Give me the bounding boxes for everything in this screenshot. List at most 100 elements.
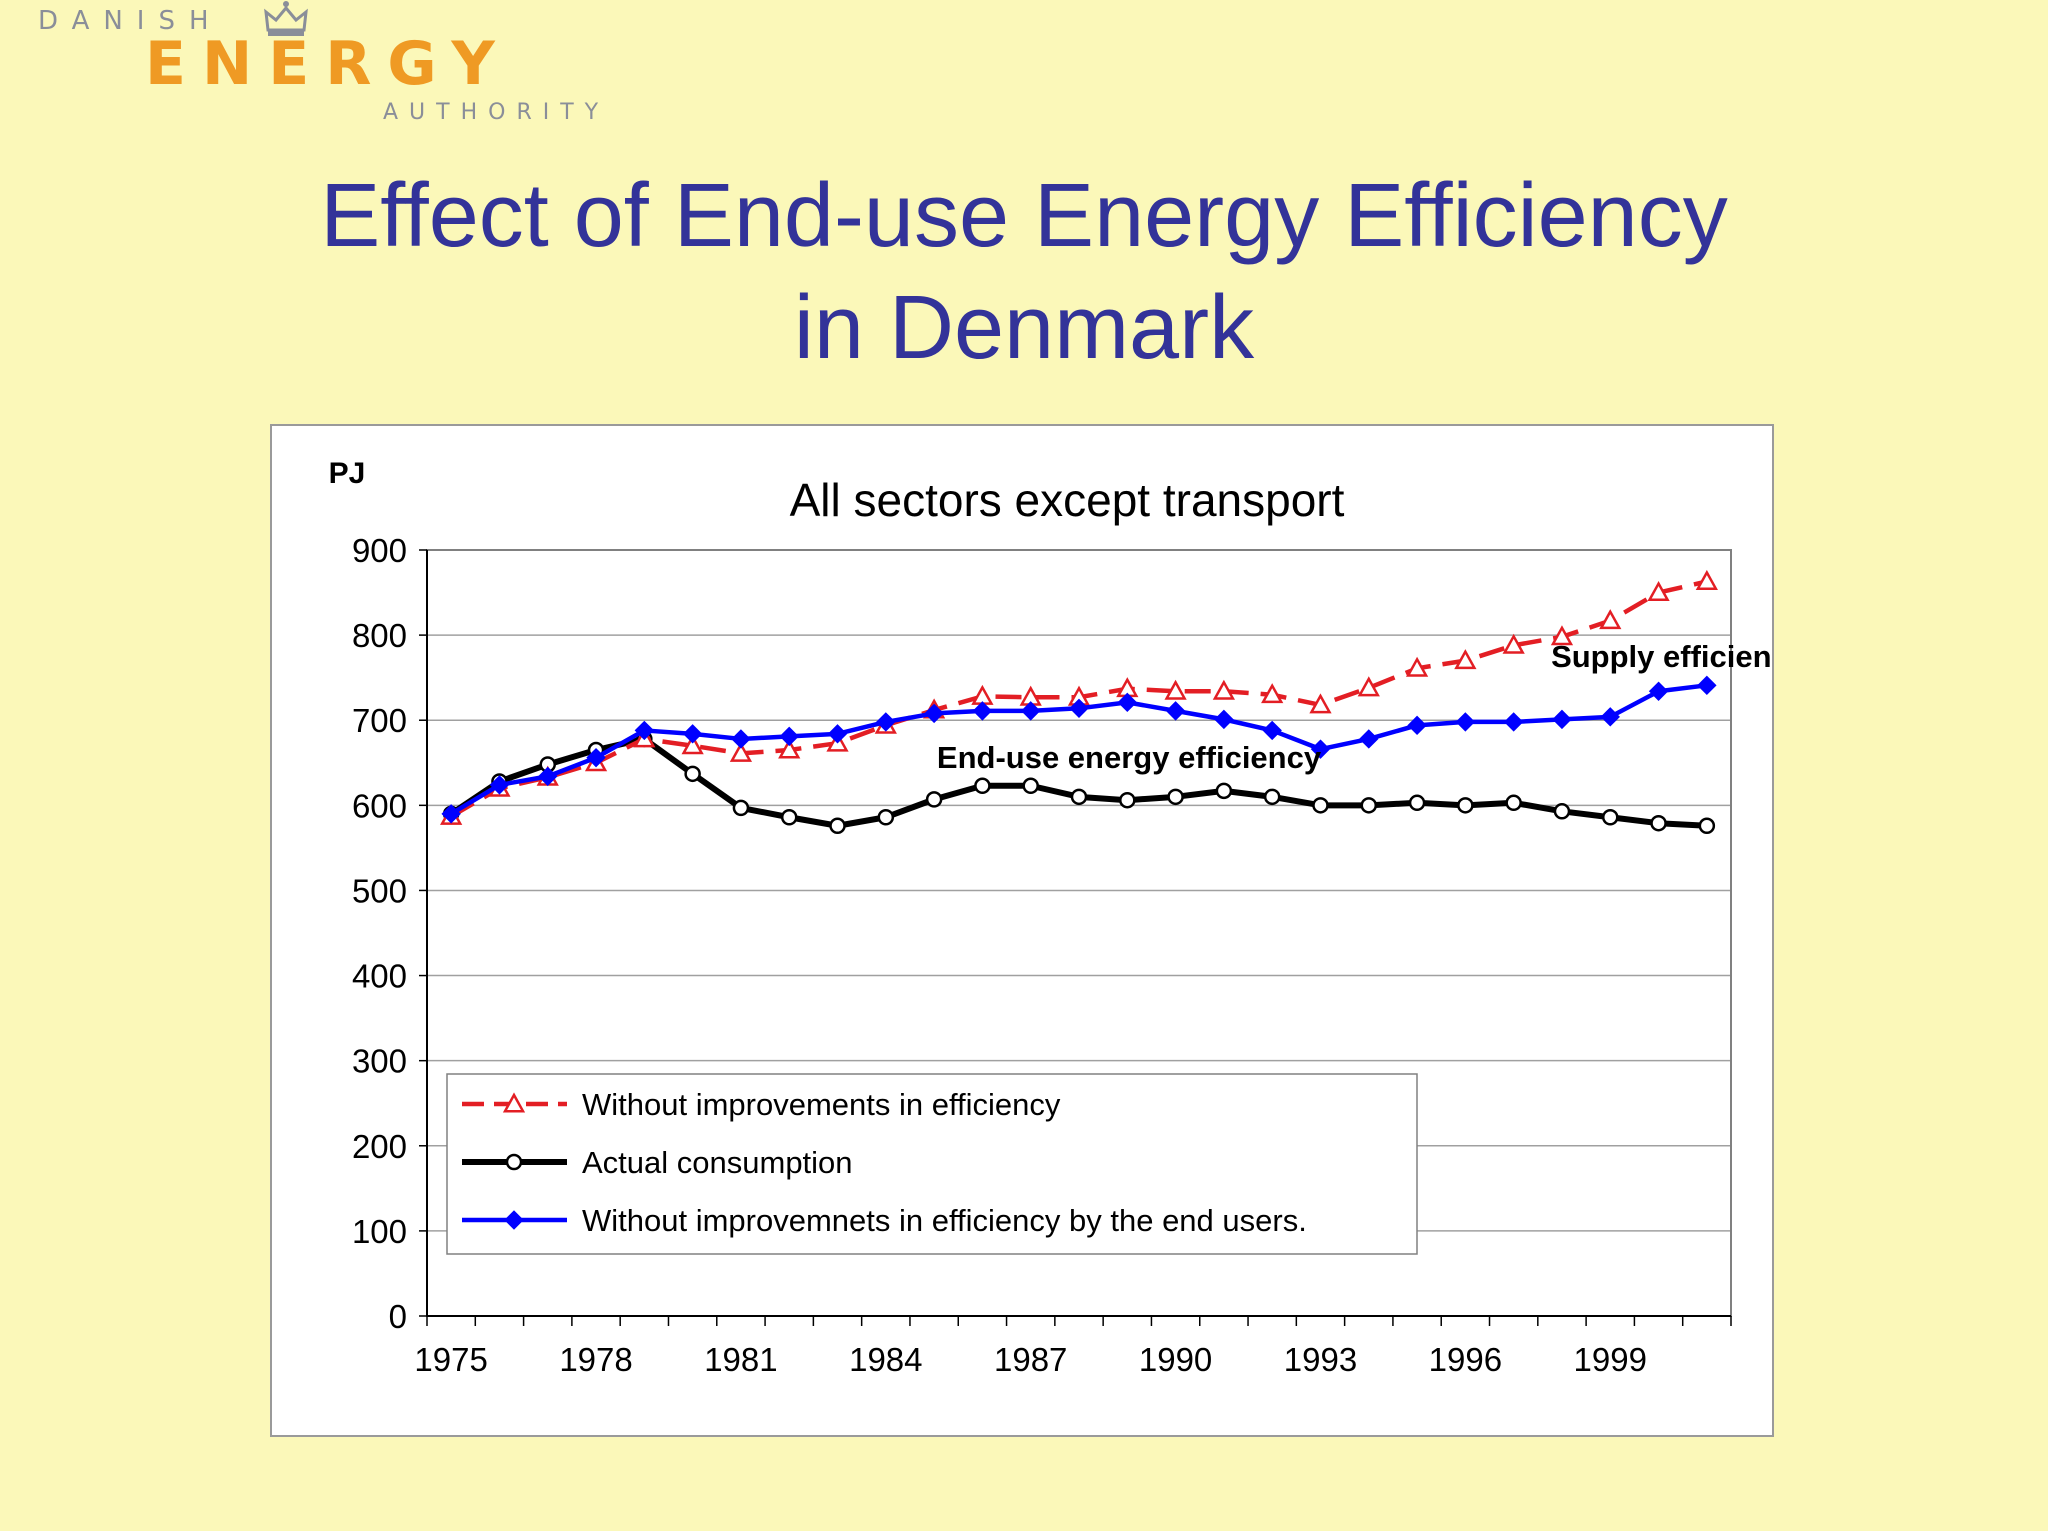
y-tick-label-0: 0 [389,1298,407,1335]
legend-label-1: Actual consumption [582,1145,853,1180]
y-tick-label-100: 100 [352,1213,407,1250]
data-point-2-1993 [1310,739,1331,759]
data-point-0-1995 [1405,656,1429,677]
data-point-2-1976 [489,775,510,795]
logo-energy-text: ENERGY [145,29,511,99]
x-tick-label-1981: 1981 [704,1341,777,1378]
data-point-1-1998 [1553,803,1571,820]
data-point-0-1997 [1502,633,1525,654]
data-point-1-1992 [1263,788,1281,806]
annotation-end-use-energy-efficiency: End-use energy efficiency [937,740,1322,775]
series-without-improvements-in-efficiency [440,569,1718,825]
data-point-1-1996 [1457,797,1474,814]
data-point-0-1990 [1164,679,1187,700]
series-group [440,569,1718,835]
y-tick-label-600: 600 [352,787,407,824]
data-point-1-2000 [1650,814,1667,832]
data-point-0-1981 [729,741,753,762]
y-axis-label: PJ [329,457,366,490]
crown-icon [264,1,308,36]
data-point-2-1995 [1407,715,1427,736]
data-point-2-1994 [1359,729,1379,749]
data-point-1-1993 [1312,797,1329,814]
data-point-1-1983 [829,817,846,835]
data-point-0-1993 [1309,693,1332,714]
x-tick-label-1990: 1990 [1139,1341,1212,1378]
data-point-2-1999 [1600,707,1620,727]
danish-energy-authority-logo: DANISH ENERGY AUTHORITY [0,0,640,130]
y-tick-label-700: 700 [352,702,407,739]
data-point-2-2001 [1697,675,1717,696]
legend-swatch-marker-1 [505,1153,523,1171]
data-point-1-1999 [1602,808,1619,826]
data-point-2-1996 [1455,712,1476,732]
y-tick-label-300: 300 [352,1043,407,1080]
data-point-0-1980 [681,734,704,755]
data-point-0-1991 [1212,679,1236,700]
data-point-2-1981 [731,729,751,749]
legend-box [446,1073,1418,1255]
data-point-0-1996 [1454,649,1477,670]
data-point-1-1988 [1070,788,1088,806]
x-tick-label-1978: 1978 [559,1341,632,1378]
data-point-2-2000 [1648,681,1669,701]
y-tick-label-200: 200 [352,1128,407,1165]
data-point-2-1990 [1165,701,1186,721]
data-point-0-2001 [1695,569,1718,590]
annotation-supply-efficiency: Supply efficiency [1551,639,1772,674]
slide-title-line-1: Effect of End-use Energy Efficiency [320,166,1728,266]
y-tick-label-800: 800 [352,617,407,654]
slide-title: Effect of End-use Energy Efficiency in D… [0,160,2048,384]
chart-container: PJ All sectors except transport 0 100 200 3… [270,424,1774,1437]
data-point-0-1982 [778,738,801,759]
data-point-0-1999 [1599,609,1622,630]
x-tick-label-1984: 1984 [849,1341,922,1378]
data-point-1-1995 [1408,794,1426,812]
x-tick-label-1975: 1975 [414,1341,487,1378]
data-point-1-1981 [732,799,750,817]
legend-item-1: Actual consumption [462,1145,853,1180]
legend-swatch-marker-0 [502,1092,526,1113]
data-point-0-1998 [1550,625,1574,646]
axes: 0 100 200 300 400 500 600 700 800 900 1975 1978 1981… [352,532,1732,1378]
data-point-2-1985 [924,703,944,724]
x-tick-label-1993: 1993 [1284,1341,1357,1378]
data-point-2-1989 [1117,692,1138,713]
data-point-1-1991 [1215,782,1233,800]
data-point-1-1987 [1022,777,1039,795]
data-point-2-1975 [441,804,461,824]
data-point-2-1992 [1262,720,1282,741]
data-point-1-1994 [1360,797,1378,814]
slide-title-line-2: in Denmark [793,278,1255,378]
data-point-2-1982 [779,726,799,747]
logo-danish-text: DANISH [38,6,223,36]
data-point-1-1989 [1119,791,1136,809]
data-point-1-1982 [780,808,798,826]
data-point-0-1994 [1357,676,1380,697]
series-without-improvemnets-in-efficiency-by-th [441,675,1717,824]
legend-swatch-marker-2 [504,1210,524,1230]
x-tick-label-1999: 1999 [1574,1341,1647,1378]
data-point-1-1980 [684,765,701,783]
x-tick-label-1996: 1996 [1429,1341,1502,1378]
data-point-2-1977 [538,766,558,787]
data-point-2-1987 [1020,701,1041,721]
data-point-1-1986 [974,777,991,795]
legend-item-2: Without improvemnets in efficiency by th… [462,1203,1307,1238]
legend-label-2: Without improvemnets in efficiency by th… [582,1203,1307,1238]
y-tick-label-900: 900 [352,532,407,569]
data-point-0-1992 [1261,683,1284,704]
data-point-2-1978 [586,747,606,768]
y-tick-label-500: 500 [352,872,407,909]
x-tick-label-1987: 1987 [994,1341,1067,1378]
data-point-2-1980 [682,724,703,744]
data-point-0-2000 [1647,580,1670,602]
data-point-1-2001 [1698,817,1716,835]
logo-authority-text: AUTHORITY [383,100,610,125]
line-chart: PJ All sectors except transport 0 100 200 3… [329,457,1772,1378]
chart-title: All sectors except transport [790,474,1345,526]
annotations: Supply efficiency End-use energy efficien… [937,639,1772,775]
data-point-2-1997 [1503,712,1524,732]
legend: Without improvements in efficiency Actual… [446,1073,1418,1255]
data-point-1-1984 [877,808,895,826]
